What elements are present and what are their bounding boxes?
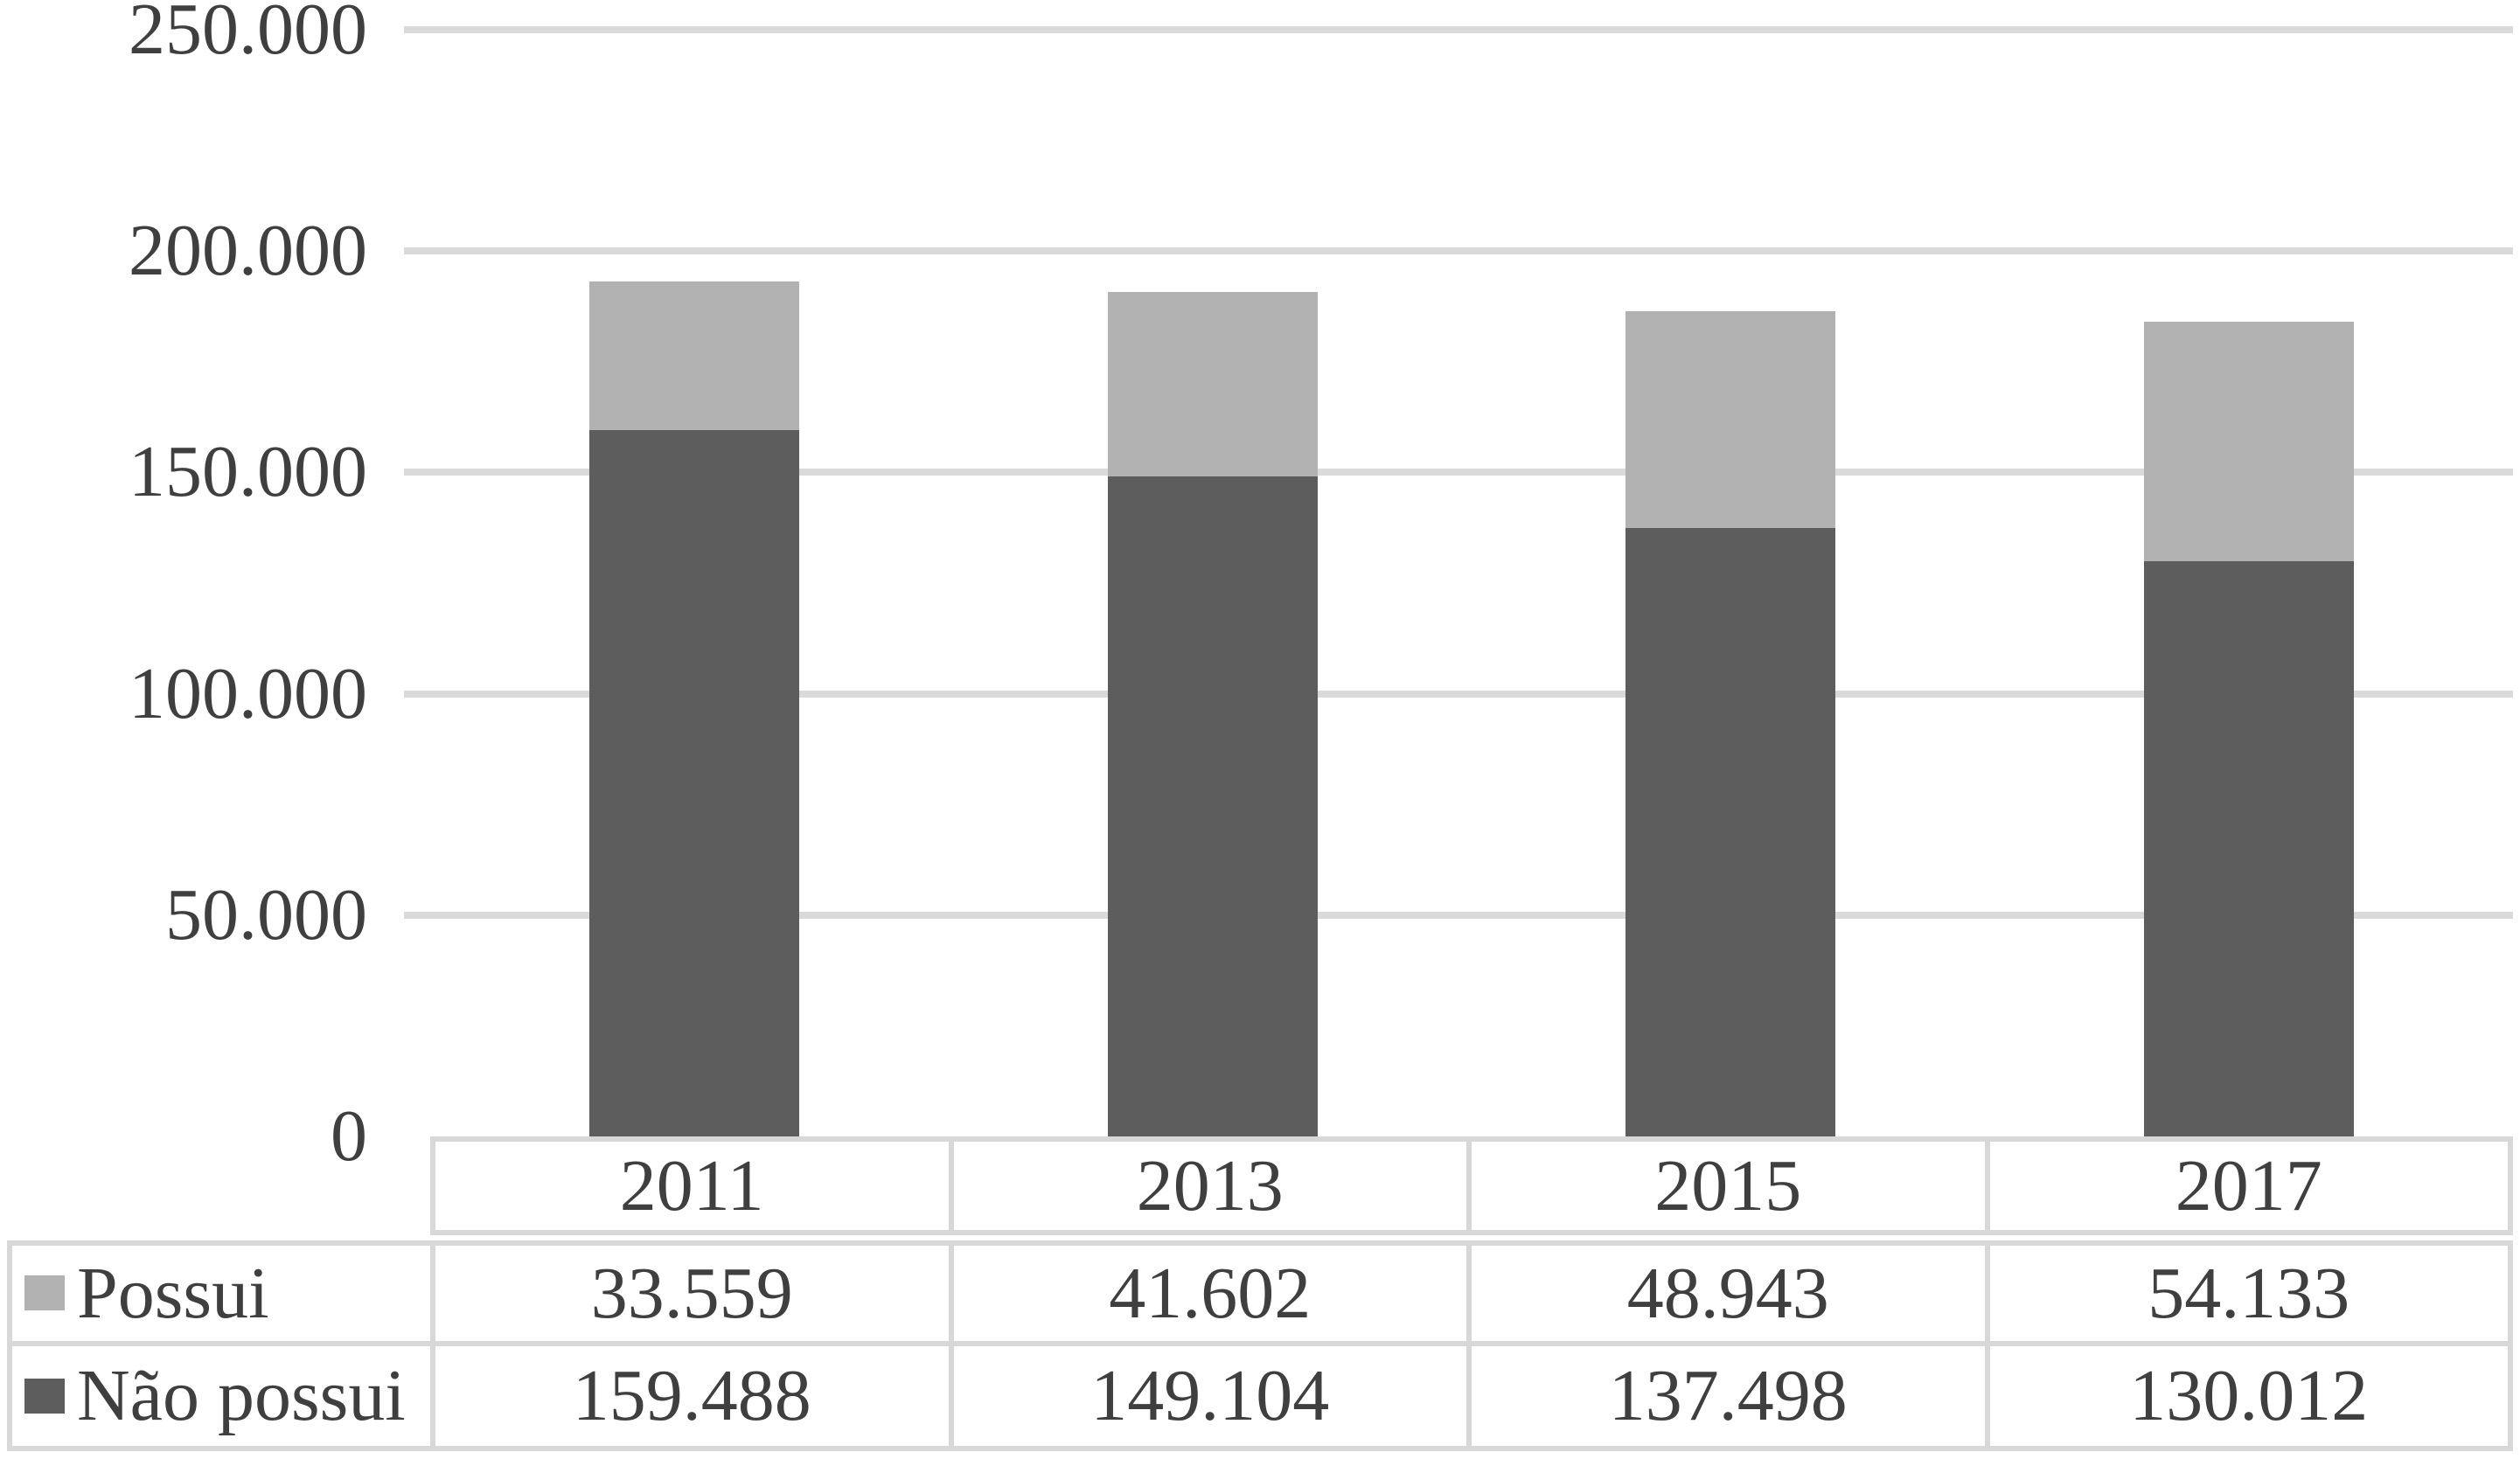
category-cell-2015: 2015 bbox=[1472, 1142, 1990, 1230]
value-cell-2011-não-possui: 159.488 bbox=[435, 1345, 954, 1446]
bar-segment-2013-não-possui bbox=[1107, 476, 1318, 1136]
gridline-150000 bbox=[404, 469, 2513, 476]
bar-segment-2013-possui bbox=[1107, 292, 1318, 476]
y-tick-label-200000: 200.000 bbox=[129, 210, 367, 292]
legend-swatch-possui bbox=[24, 1275, 65, 1311]
y-tick-label-0: 0 bbox=[331, 1095, 367, 1177]
value-cell-2015-não-possui: 137.498 bbox=[1472, 1345, 1990, 1446]
bar-2013 bbox=[1107, 292, 1318, 1136]
series-name-text: Não possui bbox=[77, 1355, 406, 1437]
y-tick-label-100000: 100.000 bbox=[129, 652, 367, 734]
series-label-possui: Possui bbox=[12, 1246, 435, 1346]
value-cell-2015-possui: 48.943 bbox=[1472, 1246, 1990, 1346]
gridline-250000 bbox=[404, 26, 2513, 33]
bar-segment-2017-possui bbox=[2143, 321, 2354, 561]
data-table: Possui 33.559 41.602 48.943 54.133 Não possui… bbox=[7, 1240, 2513, 1451]
gridline-100000 bbox=[404, 690, 2513, 698]
series-label-não-possui: Não possui bbox=[12, 1345, 435, 1446]
bar-2011 bbox=[589, 281, 800, 1136]
y-axis: 0 50.000 100.000 150.000 200.000 250.000 bbox=[0, 0, 367, 1459]
gridline-200000 bbox=[404, 247, 2513, 255]
bar-segment-2015-possui bbox=[1625, 310, 1836, 528]
category-cell-2011: 2011 bbox=[435, 1142, 954, 1230]
y-tick-label-250000: 250.000 bbox=[129, 0, 367, 70]
value-cell-2017-possui: 54.133 bbox=[1989, 1246, 2508, 1346]
value-cell-2013-não-possui: 149.104 bbox=[954, 1345, 1472, 1446]
y-tick-label-150000: 150.000 bbox=[129, 431, 367, 513]
value-cell-2013-possui: 41.602 bbox=[953, 1246, 1472, 1346]
y-tick-label-50000: 50.000 bbox=[165, 873, 367, 955]
bar-2017 bbox=[2143, 321, 2354, 1136]
bar-segment-2011-possui bbox=[589, 281, 800, 431]
value-cell-2017-não-possui: 130.012 bbox=[2129, 1355, 2369, 1437]
bar-segment-2017-não-possui bbox=[2143, 560, 2354, 1136]
bar-segment-2015-não-possui bbox=[1625, 527, 1836, 1136]
series-name-text: Possui bbox=[77, 1252, 269, 1334]
bar-segment-2011-não-possui bbox=[589, 430, 800, 1136]
legend-swatch-não-possui bbox=[24, 1378, 65, 1414]
bar-2015 bbox=[1625, 310, 1836, 1136]
x-axis-category-row: 2011 2013 2015 2017 bbox=[430, 1136, 2513, 1235]
gridline-50000 bbox=[404, 911, 2513, 919]
plot-area bbox=[404, 26, 2513, 1136]
value-cell-2011-possui: 33.559 bbox=[435, 1246, 954, 1346]
category-cell-2017: 2017 bbox=[2175, 1145, 2322, 1226]
category-cell-2013: 2013 bbox=[954, 1142, 1472, 1230]
